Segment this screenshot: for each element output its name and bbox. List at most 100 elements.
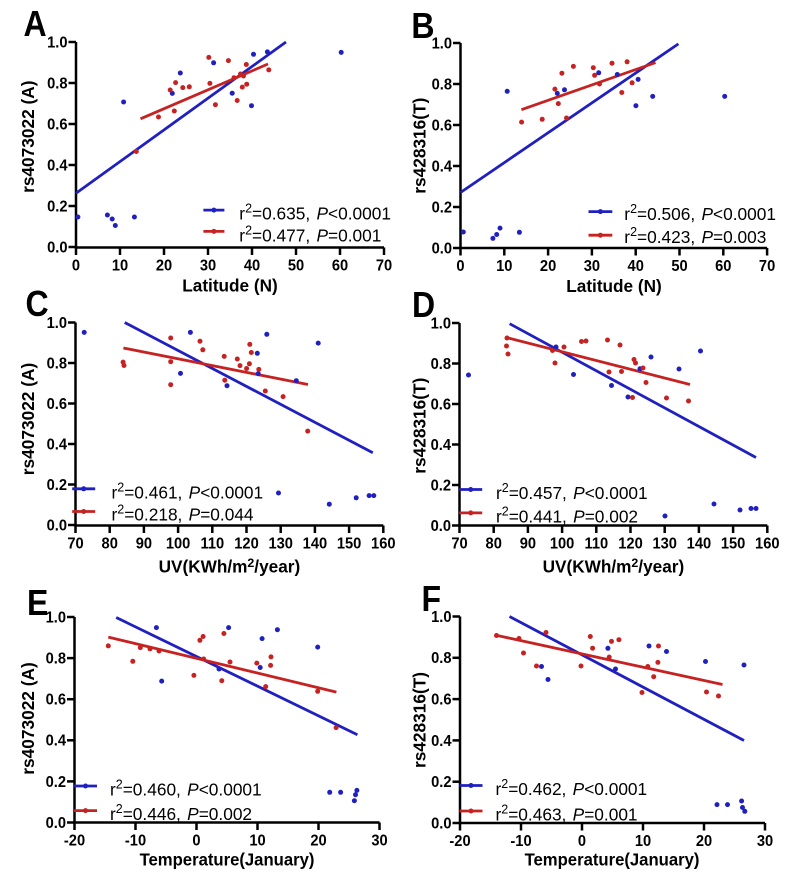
svg-text:20: 20 xyxy=(310,832,326,850)
svg-text:Latitude (N): Latitude (N) xyxy=(182,276,277,296)
svg-text:0.8: 0.8 xyxy=(432,76,453,94)
svg-text:100: 100 xyxy=(166,535,191,553)
svg-text:0.4: 0.4 xyxy=(47,436,68,454)
svg-text:1.0: 1.0 xyxy=(47,34,67,52)
svg-text:0.0: 0.0 xyxy=(46,814,66,832)
svg-text:0.0: 0.0 xyxy=(431,815,451,833)
svg-text:0.2: 0.2 xyxy=(47,476,67,494)
svg-text:r2=0.463, P=0.001: r2=0.463, P=0.001 xyxy=(496,802,638,824)
svg-text:90: 90 xyxy=(520,535,536,553)
svg-text:r2=0.477, P=0.001: r2=0.477, P=0.001 xyxy=(239,224,381,246)
svg-text:160: 160 xyxy=(371,535,396,553)
svg-text:-20: -20 xyxy=(449,833,470,851)
svg-text:100: 100 xyxy=(550,535,575,553)
svg-text:40: 40 xyxy=(244,257,260,275)
svg-text:Latitude (N): Latitude (N) xyxy=(566,276,661,296)
svg-text:rs4073022 (A): rs4073022 (A) xyxy=(18,662,38,774)
svg-text:UV(KWh/m2​/year): UV(KWh/m2​/year) xyxy=(159,556,301,577)
svg-text:30: 30 xyxy=(200,257,216,275)
svg-text:130: 130 xyxy=(652,535,677,553)
svg-text:r2=0.446, P=0.002: r2=0.446, P=0.002 xyxy=(110,802,252,824)
svg-text:0.2: 0.2 xyxy=(47,198,67,216)
svg-text:20: 20 xyxy=(696,833,712,851)
svg-text:0.8: 0.8 xyxy=(47,355,68,373)
svg-text:rs428316(T): rs428316(T) xyxy=(410,672,430,768)
svg-text:1.0: 1.0 xyxy=(431,315,451,333)
svg-text:50: 50 xyxy=(671,258,687,276)
svg-text:rs428316(T): rs428316(T) xyxy=(410,378,430,474)
svg-text:1.0: 1.0 xyxy=(432,35,452,53)
svg-text:0.6: 0.6 xyxy=(432,117,452,135)
svg-text:0.2: 0.2 xyxy=(431,774,451,792)
svg-text:0.6: 0.6 xyxy=(431,691,451,709)
svg-text:0.4: 0.4 xyxy=(46,732,67,750)
svg-text:70: 70 xyxy=(451,535,467,553)
svg-text:r2=0.218, P=0.044: r2=0.218, P=0.044 xyxy=(112,503,254,525)
svg-text:r2=0.423, P=0.003: r2=0.423, P=0.003 xyxy=(624,225,766,247)
svg-text:150: 150 xyxy=(721,535,746,553)
svg-text:F: F xyxy=(422,579,442,619)
svg-text:0.8: 0.8 xyxy=(431,355,452,373)
svg-text:160: 160 xyxy=(755,535,780,553)
svg-text:rs428316(T): rs428316(T) xyxy=(410,98,430,194)
svg-text:1.0: 1.0 xyxy=(46,609,66,627)
svg-text:D: D xyxy=(412,285,435,325)
svg-text:0.8: 0.8 xyxy=(431,650,452,668)
svg-text:80: 80 xyxy=(102,535,118,553)
svg-text:0.6: 0.6 xyxy=(431,396,451,414)
svg-text:0.2: 0.2 xyxy=(46,773,66,791)
svg-text:0: 0 xyxy=(192,832,200,850)
svg-text:0.0: 0.0 xyxy=(431,517,451,535)
svg-text:0.0: 0.0 xyxy=(47,239,67,257)
svg-text:0.6: 0.6 xyxy=(47,395,67,413)
svg-text:120: 120 xyxy=(618,535,643,553)
svg-text:130: 130 xyxy=(268,535,293,553)
svg-text:20: 20 xyxy=(540,258,556,276)
svg-text:1.0: 1.0 xyxy=(431,608,451,626)
svg-text:0.0: 0.0 xyxy=(47,517,67,535)
svg-text:30: 30 xyxy=(584,258,600,276)
svg-text:60: 60 xyxy=(332,257,348,275)
svg-text:0.4: 0.4 xyxy=(432,158,453,176)
svg-text:20: 20 xyxy=(156,257,172,275)
svg-text:rs4073022 (A): rs4073022 (A) xyxy=(18,363,38,475)
svg-text:rs4073022 (A): rs4073022 (A) xyxy=(18,80,38,192)
svg-text:0: 0 xyxy=(72,257,80,275)
svg-text:0.4: 0.4 xyxy=(431,732,452,750)
svg-text:0.6: 0.6 xyxy=(47,116,67,134)
svg-text:30: 30 xyxy=(757,833,773,851)
svg-text:150: 150 xyxy=(337,535,362,553)
svg-text:80: 80 xyxy=(486,535,502,553)
svg-text:0.6: 0.6 xyxy=(46,691,66,709)
svg-text:60: 60 xyxy=(715,258,731,276)
svg-text:-10: -10 xyxy=(125,832,146,850)
svg-text:0.8: 0.8 xyxy=(47,75,68,93)
svg-text:10: 10 xyxy=(496,258,512,276)
svg-text:0.0: 0.0 xyxy=(432,240,452,258)
svg-text:30: 30 xyxy=(371,832,387,850)
svg-text:140: 140 xyxy=(303,535,328,553)
svg-text:50: 50 xyxy=(288,257,304,275)
svg-text:UV(KWh/m2​/year): UV(KWh/m2​/year) xyxy=(543,556,685,577)
svg-text:1.0: 1.0 xyxy=(47,314,67,332)
svg-text:0.2: 0.2 xyxy=(431,477,451,495)
svg-text:120: 120 xyxy=(234,535,259,553)
svg-text:40: 40 xyxy=(628,258,644,276)
svg-text:110: 110 xyxy=(200,535,224,553)
svg-text:0: 0 xyxy=(456,258,464,276)
svg-text:C: C xyxy=(26,284,49,324)
svg-text:110: 110 xyxy=(584,535,608,553)
svg-text:0.4: 0.4 xyxy=(431,436,452,454)
svg-text:0.4: 0.4 xyxy=(47,157,68,175)
svg-text:E: E xyxy=(27,583,48,623)
svg-text:B: B xyxy=(411,6,434,46)
svg-text:70: 70 xyxy=(376,257,392,275)
svg-text:Temperature(January): Temperature(January) xyxy=(525,850,700,869)
svg-text:0.8: 0.8 xyxy=(46,650,67,668)
svg-text:140: 140 xyxy=(687,535,712,553)
svg-text:70: 70 xyxy=(759,258,775,276)
svg-text:-20: -20 xyxy=(64,832,85,850)
svg-text:70: 70 xyxy=(67,535,83,553)
svg-text:10: 10 xyxy=(112,257,128,275)
svg-text:r2=0.441, P=0.002: r2=0.441, P=0.002 xyxy=(496,504,638,526)
